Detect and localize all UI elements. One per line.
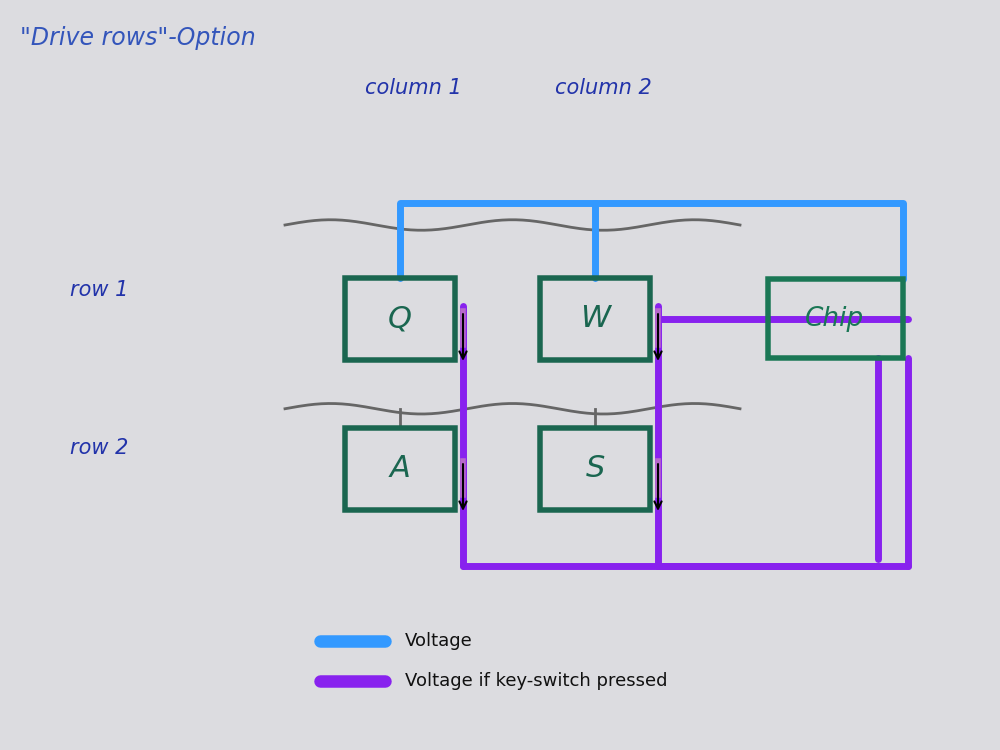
Text: "Drive rows"-Option: "Drive rows"-Option bbox=[20, 26, 256, 50]
Text: column 2: column 2 bbox=[555, 78, 652, 98]
Bar bbox=[345, 427, 455, 510]
Bar bbox=[540, 278, 650, 360]
Bar bbox=[540, 427, 650, 510]
Text: W: W bbox=[580, 304, 610, 333]
Text: S: S bbox=[585, 454, 605, 483]
Text: column 1: column 1 bbox=[365, 78, 462, 98]
Text: Chip: Chip bbox=[805, 306, 865, 332]
Text: row 1: row 1 bbox=[70, 280, 128, 300]
Text: Voltage: Voltage bbox=[405, 632, 473, 650]
Text: Q: Q bbox=[388, 304, 412, 333]
Text: row 2: row 2 bbox=[70, 438, 128, 458]
Bar bbox=[345, 278, 455, 360]
Bar bbox=[768, 280, 902, 358]
Text: Voltage if key-switch pressed: Voltage if key-switch pressed bbox=[405, 672, 668, 690]
Text: A: A bbox=[390, 454, 410, 483]
